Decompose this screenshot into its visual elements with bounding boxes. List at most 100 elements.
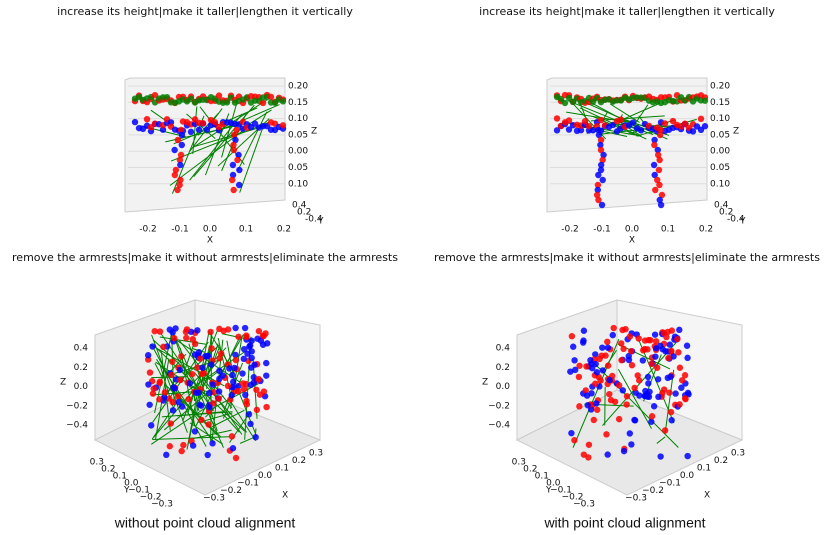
correspondence-line xyxy=(583,101,668,140)
point-marker xyxy=(599,367,607,374)
point-marker xyxy=(595,131,603,139)
y-tick-label: −0.2 xyxy=(562,493,584,503)
point-marker xyxy=(211,119,219,126)
point-marker xyxy=(669,117,677,125)
point-marker xyxy=(598,201,606,209)
point-marker xyxy=(594,186,601,194)
z-tick-label: 0.4 xyxy=(74,344,89,354)
point-marker xyxy=(603,431,610,438)
point-marker xyxy=(599,156,606,164)
x-tick-label: 0.0 xyxy=(258,471,273,481)
point-marker xyxy=(650,161,658,169)
correspondence-line xyxy=(572,338,620,448)
point-marker xyxy=(171,335,178,342)
point-marker xyxy=(651,141,658,149)
point-marker xyxy=(600,151,607,159)
point-marker xyxy=(595,126,602,134)
correspondence-line xyxy=(186,113,216,140)
z-tick-label: 0.05 xyxy=(710,130,730,140)
point-marker xyxy=(233,126,240,134)
point-marker xyxy=(216,325,223,333)
point-marker xyxy=(587,406,595,413)
point-marker xyxy=(236,166,243,174)
point-marker xyxy=(172,325,179,332)
point-marker xyxy=(597,146,605,154)
point-marker xyxy=(577,126,585,134)
point-marker xyxy=(599,176,606,184)
point-marker xyxy=(176,181,183,189)
point-marker xyxy=(252,433,259,441)
z-axis-label: Z xyxy=(482,378,488,388)
point-marker xyxy=(229,445,237,452)
point-marker xyxy=(637,127,645,134)
point-marker xyxy=(189,442,197,449)
y-tick-label: 0.0 xyxy=(546,479,561,489)
point-marker xyxy=(171,146,178,154)
point-marker xyxy=(208,361,215,368)
point-marker xyxy=(644,393,651,400)
correspondence-line xyxy=(617,369,652,429)
correspondence-line xyxy=(173,334,200,411)
point-marker xyxy=(248,348,255,355)
point-marker xyxy=(565,117,573,124)
point-marker xyxy=(650,403,658,410)
point-marker xyxy=(166,443,174,450)
point-marker xyxy=(665,354,672,362)
point-marker xyxy=(597,136,605,144)
z-tick-label: 0.20 xyxy=(288,82,308,92)
z-tick-label: 0.2 xyxy=(496,363,510,373)
point-marker xyxy=(668,347,675,355)
correspondence-line xyxy=(221,99,239,158)
correspondence-line xyxy=(166,344,220,393)
point-marker xyxy=(647,336,654,344)
x-tick-label: 0.3 xyxy=(731,449,745,459)
point-marker xyxy=(260,332,267,340)
point-marker xyxy=(689,128,697,135)
point-marker xyxy=(610,324,617,332)
point-marker xyxy=(160,394,168,401)
x-tick-label: −0.3 xyxy=(203,494,225,504)
correspondence-line xyxy=(239,124,265,193)
point-marker xyxy=(232,324,239,332)
point-marker xyxy=(666,341,674,348)
point-marker xyxy=(230,378,237,386)
point-marker xyxy=(251,361,258,368)
point-marker xyxy=(652,345,660,352)
point-marker xyxy=(156,328,164,335)
x-tick-label: 0.0 xyxy=(625,225,640,235)
x-tick-label: -0.2 xyxy=(139,225,157,235)
point-marker xyxy=(567,368,574,375)
z-tick-label: 0.10 xyxy=(288,114,308,124)
point-marker xyxy=(620,447,628,455)
point-marker xyxy=(619,387,627,394)
point-marker xyxy=(667,408,675,416)
point-marker xyxy=(575,373,583,381)
point-marker xyxy=(209,440,216,447)
point-marker xyxy=(175,398,182,406)
point-marker xyxy=(174,136,182,144)
point-marker xyxy=(622,326,629,333)
point-marker xyxy=(656,181,663,189)
point-marker xyxy=(235,333,242,340)
point-marker xyxy=(570,343,577,350)
point-marker xyxy=(565,126,573,133)
point-marker xyxy=(234,156,241,164)
x-tick-label: −0.1 xyxy=(237,479,259,489)
point-marker xyxy=(657,201,665,209)
z-tick-label: 0.15 xyxy=(288,98,308,108)
point-marker xyxy=(675,349,682,356)
point-marker xyxy=(648,418,655,425)
point-marker xyxy=(247,420,254,428)
x-tick-label: 0.0 xyxy=(203,225,218,235)
point-marker xyxy=(204,353,211,360)
point-marker xyxy=(145,381,152,388)
point-marker xyxy=(248,354,255,362)
correspondence-line xyxy=(189,422,224,445)
x-tick-label: 0.2 xyxy=(699,225,713,235)
point-marker xyxy=(623,401,630,408)
point-marker xyxy=(150,385,157,392)
point-marker xyxy=(263,403,270,411)
point-marker xyxy=(235,181,243,189)
point-marker xyxy=(597,166,605,174)
x-tick-label: 0.2 xyxy=(277,225,291,235)
